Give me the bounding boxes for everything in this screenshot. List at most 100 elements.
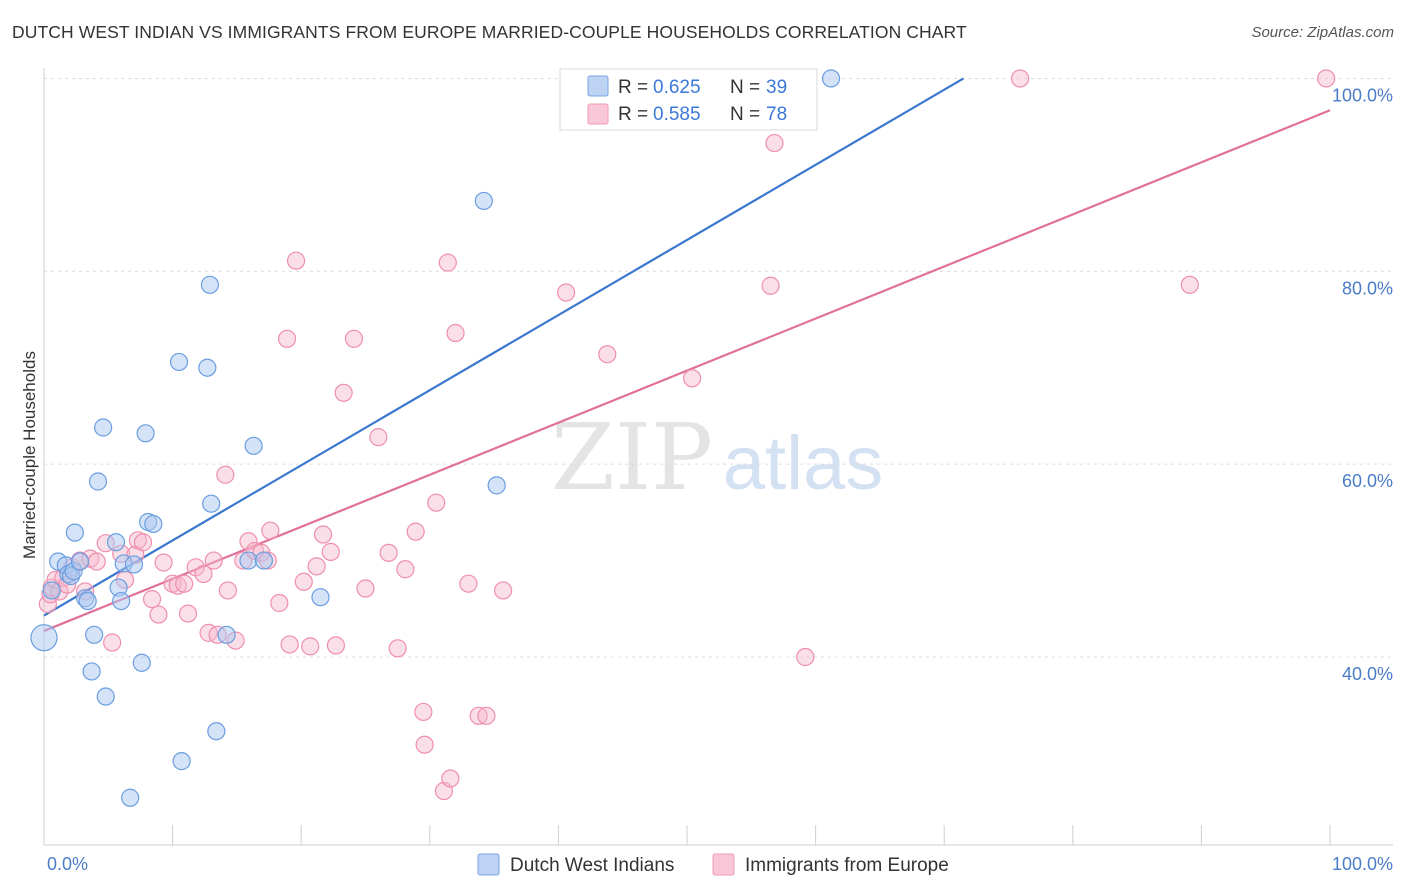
immigrants-from-europe-point bbox=[683, 369, 702, 388]
immigrants-from-europe-point bbox=[313, 525, 333, 544]
immigrants-from-europe-point bbox=[557, 283, 576, 302]
immigrants-from-europe-point bbox=[344, 329, 364, 348]
dutch-west-indians-point bbox=[311, 588, 330, 607]
dutch-west-indians-point bbox=[202, 494, 221, 513]
immigrants-from-europe-point bbox=[494, 581, 513, 600]
y-tick-label: 60.0% bbox=[1342, 471, 1393, 491]
legend-n-label-2: N = bbox=[730, 104, 760, 125]
dutch-west-indians-point bbox=[124, 555, 144, 574]
dutch-west-indians-point bbox=[121, 788, 140, 807]
y-tick-label: 40.0% bbox=[1342, 664, 1393, 684]
dutch-west-indians-point bbox=[65, 523, 84, 542]
dutch-west-indians-point bbox=[85, 625, 104, 644]
legend-swatch-pink bbox=[587, 103, 609, 125]
dutch-west-indians-point bbox=[132, 653, 151, 672]
legend-r-value-2: 0.585 bbox=[653, 104, 701, 125]
immigrants-from-europe-point bbox=[87, 552, 106, 571]
immigrants-from-europe-point bbox=[356, 579, 375, 598]
series-legend: Dutch West Indians Immigrants from Europ… bbox=[477, 853, 949, 876]
dutch-west-indians-point bbox=[198, 358, 217, 377]
trend-line-immigrants-from-europe bbox=[43, 109, 1331, 632]
chart-title: DUTCH WEST INDIAN VS IMMIGRANTS FROM EUR… bbox=[12, 22, 967, 42]
immigrants-from-europe-point bbox=[396, 560, 415, 579]
immigrants-from-europe-point bbox=[154, 553, 173, 572]
immigrants-from-europe-point bbox=[168, 576, 187, 595]
immigrants-from-europe-point bbox=[406, 522, 425, 541]
immigrants-from-europe-point bbox=[1180, 275, 1199, 294]
dutch-west-indians-point bbox=[94, 418, 113, 437]
legend-label-immigrants-from-europe: Immigrants from Europe bbox=[745, 855, 949, 876]
dutch-west-indians-point bbox=[78, 591, 97, 611]
dutch-west-indians-point bbox=[169, 352, 189, 372]
dutch-west-indians-point bbox=[244, 436, 263, 455]
dutch-west-indians-point bbox=[487, 476, 506, 495]
immigrants-from-europe-point bbox=[379, 543, 398, 562]
dutch-west-indians-point bbox=[82, 662, 101, 681]
watermark-zip: ZIP bbox=[551, 404, 713, 511]
legend-n-value-1: 39 bbox=[766, 77, 787, 98]
trend-lines bbox=[43, 77, 1331, 632]
correlation-legend: R = 0.625 N = 39 R = 0.585 N = 78 bbox=[559, 68, 818, 131]
legend-r-value-1: 0.625 bbox=[653, 77, 701, 98]
immigrants-from-europe-point bbox=[326, 636, 346, 655]
immigrants-from-europe-point bbox=[294, 572, 313, 591]
immigrants-from-europe-point bbox=[761, 276, 780, 295]
immigrants-from-europe-point bbox=[307, 557, 326, 576]
immigrants-from-europe-point bbox=[218, 581, 237, 600]
immigrants-from-europe-point bbox=[277, 329, 297, 348]
dutch-west-indians-point bbox=[30, 624, 58, 652]
immigrants-from-europe-point bbox=[1317, 69, 1336, 88]
dutch-west-indians-point bbox=[70, 552, 90, 571]
dutch-west-indians-point bbox=[88, 472, 108, 491]
immigrants-from-europe-point bbox=[286, 251, 306, 270]
immigrants-from-europe-point bbox=[270, 593, 289, 613]
immigrants-from-europe-point bbox=[469, 706, 488, 725]
immigrants-from-europe-point bbox=[280, 635, 299, 654]
dutch-west-indians-point bbox=[239, 551, 258, 570]
legend-r-label-1: R = bbox=[618, 77, 648, 98]
immigrants-from-europe-point bbox=[369, 428, 388, 447]
immigrants-from-europe-point bbox=[446, 323, 465, 343]
y-tick-label: 100.0% bbox=[1332, 85, 1393, 105]
immigrants-from-europe-point bbox=[1010, 69, 1030, 88]
trend-line-dutch-west-indians bbox=[43, 77, 965, 617]
legend-n-value-2: 78 bbox=[766, 104, 787, 125]
dutch-west-indians-point bbox=[96, 687, 115, 706]
legend-swatch-immigrants-from-europe bbox=[712, 853, 735, 876]
dutch-west-indians-point bbox=[144, 514, 163, 534]
gridlines bbox=[44, 77, 1393, 658]
immigrants-from-europe-point bbox=[796, 647, 815, 667]
dutch-west-indians-point bbox=[172, 752, 191, 771]
dutch-west-indians-point bbox=[821, 69, 841, 88]
immigrants-from-europe-point bbox=[175, 574, 194, 593]
dutch-west-indians-point bbox=[217, 625, 236, 644]
immigrants-from-europe-point bbox=[199, 623, 218, 642]
dutch-west-indians-point bbox=[106, 533, 126, 552]
immigrants-from-europe-point bbox=[765, 133, 784, 153]
immigrants-from-europe-point bbox=[194, 564, 213, 584]
dutch-west-indians-points bbox=[30, 69, 841, 807]
axes bbox=[43, 68, 1393, 846]
immigrants-from-europe-point bbox=[438, 253, 457, 272]
y-axis-label: Married-couple Households bbox=[20, 351, 39, 559]
immigrants-from-europe-point bbox=[261, 521, 280, 540]
immigrants-from-europe-point bbox=[321, 542, 340, 561]
dutch-west-indians-point bbox=[200, 275, 219, 294]
legend-swatch-blue bbox=[587, 75, 609, 97]
immigrants-from-europe-point bbox=[388, 639, 407, 658]
y-tick-labels: 100.0% 80.0% 60.0% 40.0% bbox=[1332, 85, 1393, 684]
dutch-west-indians-point bbox=[42, 581, 61, 600]
dutch-west-indians-point bbox=[207, 722, 226, 741]
immigrants-from-europe-point bbox=[178, 604, 198, 623]
immigrants-from-europe-point bbox=[186, 558, 205, 577]
legend-swatch-dutch-west-indians bbox=[477, 853, 500, 876]
source-credit: Source: ZipAtlas.com bbox=[1251, 24, 1394, 41]
immigrants-from-europe-point bbox=[414, 702, 433, 722]
dutch-west-indians-point bbox=[136, 424, 155, 443]
immigrants-from-europe-point bbox=[301, 637, 320, 656]
immigrants-from-europe-point bbox=[459, 574, 478, 593]
immigrants-from-europe-point bbox=[216, 465, 235, 484]
legend-label-dutch-west-indians: Dutch West Indians bbox=[510, 855, 674, 876]
immigrants-from-europe-point bbox=[133, 533, 153, 552]
